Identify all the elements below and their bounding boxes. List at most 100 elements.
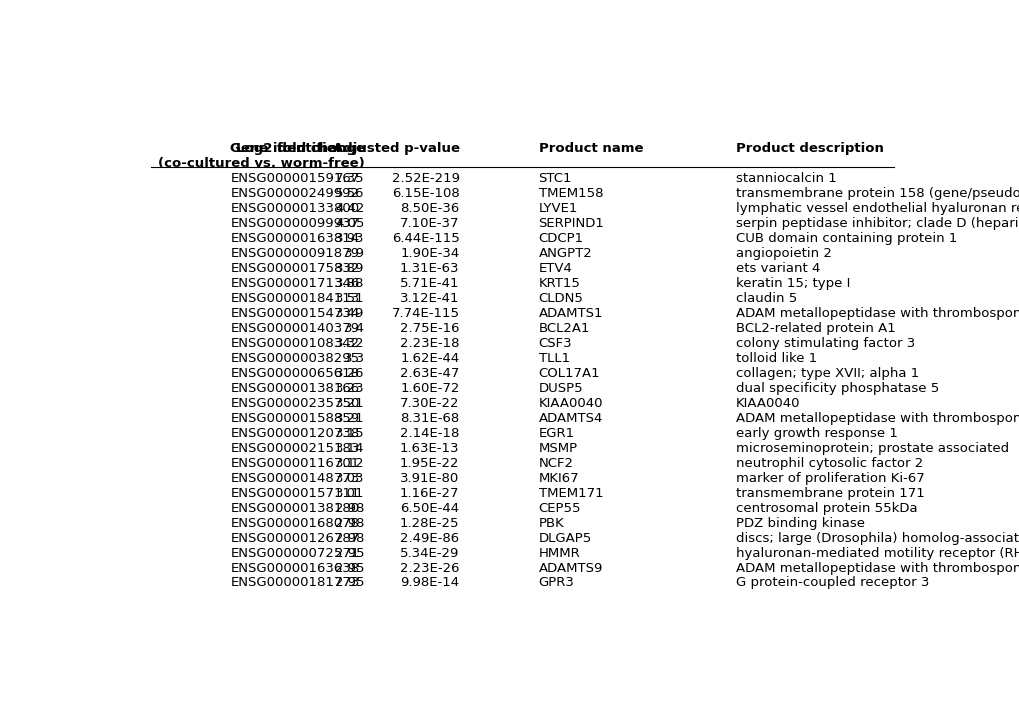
Text: ADAMTS9: ADAMTS9 bbox=[538, 562, 602, 575]
Text: 2.98: 2.98 bbox=[335, 531, 365, 544]
Text: ENSG00000108342: ENSG00000108342 bbox=[230, 337, 359, 350]
Text: Log2 fold change
(co-cultured vs. worm-free): Log2 fold change (co-cultured vs. worm-f… bbox=[158, 142, 365, 170]
Text: tolloid like 1: tolloid like 1 bbox=[736, 352, 816, 365]
Text: dual specificity phosphatase 5: dual specificity phosphatase 5 bbox=[736, 382, 938, 395]
Text: CSF3: CSF3 bbox=[538, 337, 572, 350]
Text: BCL2A1: BCL2A1 bbox=[538, 322, 589, 335]
Text: STC1: STC1 bbox=[538, 172, 572, 185]
Text: 2.98: 2.98 bbox=[335, 517, 365, 530]
Text: GPR3: GPR3 bbox=[538, 577, 574, 590]
Text: LYVE1: LYVE1 bbox=[538, 202, 578, 215]
Text: HMMR: HMMR bbox=[538, 546, 580, 559]
Text: stanniocalcin 1: stanniocalcin 1 bbox=[736, 172, 837, 185]
Text: NCF2: NCF2 bbox=[538, 456, 573, 469]
Text: 2.49E-86: 2.49E-86 bbox=[400, 531, 459, 544]
Text: ENSG00000168078: ENSG00000168078 bbox=[230, 517, 359, 530]
Text: 3.15: 3.15 bbox=[334, 427, 365, 440]
Text: 2.98: 2.98 bbox=[335, 502, 365, 515]
Text: ENSG00000126787: ENSG00000126787 bbox=[230, 531, 359, 544]
Text: ENSG00000235750: ENSG00000235750 bbox=[230, 397, 360, 410]
Text: ENSG00000154734: ENSG00000154734 bbox=[230, 307, 359, 320]
Text: ENSG00000116701: ENSG00000116701 bbox=[230, 456, 359, 469]
Text: ets variant 4: ets variant 4 bbox=[736, 262, 819, 275]
Text: 1.95E-22: 1.95E-22 bbox=[399, 456, 459, 469]
Text: ETV4: ETV4 bbox=[538, 262, 572, 275]
Text: ENSG00000175832: ENSG00000175832 bbox=[230, 262, 360, 275]
Text: 3.4: 3.4 bbox=[343, 322, 365, 335]
Text: Gene identifier: Gene identifier bbox=[230, 142, 342, 155]
Text: 3.03: 3.03 bbox=[335, 472, 365, 485]
Text: neutrophil cytosolic factor 2: neutrophil cytosolic factor 2 bbox=[736, 456, 922, 469]
Text: ANGPT2: ANGPT2 bbox=[538, 247, 592, 260]
Text: 5.56: 5.56 bbox=[335, 187, 365, 200]
Text: ADAM metallopeptidase with thrombospondin type 1 motif 1: ADAM metallopeptidase with thrombospondi… bbox=[736, 307, 1019, 320]
Text: 2.95: 2.95 bbox=[335, 546, 365, 559]
Text: 1.60E-72: 1.60E-72 bbox=[399, 382, 459, 395]
Text: CEP55: CEP55 bbox=[538, 502, 581, 515]
Text: 3.23: 3.23 bbox=[334, 382, 365, 395]
Text: marker of proliferation Ki-67: marker of proliferation Ki-67 bbox=[736, 472, 924, 485]
Text: ENSG00000157111: ENSG00000157111 bbox=[230, 487, 360, 500]
Text: 2.14E-18: 2.14E-18 bbox=[399, 427, 459, 440]
Text: 3.89: 3.89 bbox=[335, 262, 365, 275]
Text: keratin 15; type I: keratin 15; type I bbox=[736, 277, 850, 290]
Text: 5.34E-29: 5.34E-29 bbox=[399, 546, 459, 559]
Text: Adjusted p-value: Adjusted p-value bbox=[332, 142, 459, 155]
Text: 3.21: 3.21 bbox=[334, 397, 365, 410]
Text: ENSG00000133800: ENSG00000133800 bbox=[230, 202, 359, 215]
Text: 3.26: 3.26 bbox=[335, 367, 365, 380]
Text: 5.71E-41: 5.71E-41 bbox=[399, 277, 459, 290]
Text: PDZ binding kinase: PDZ binding kinase bbox=[736, 517, 864, 530]
Text: 3.91E-80: 3.91E-80 bbox=[399, 472, 459, 485]
Text: 6.44E-115: 6.44E-115 bbox=[391, 233, 459, 246]
Text: ADAMTS4: ADAMTS4 bbox=[538, 412, 602, 425]
Text: ENSG00000159167: ENSG00000159167 bbox=[230, 172, 359, 185]
Text: 6.50E-44: 6.50E-44 bbox=[400, 502, 459, 515]
Text: claudin 5: claudin 5 bbox=[736, 292, 797, 305]
Text: KIAA0040: KIAA0040 bbox=[736, 397, 800, 410]
Text: ENSG00000171346: ENSG00000171346 bbox=[230, 277, 359, 290]
Text: 8.50E-36: 8.50E-36 bbox=[399, 202, 459, 215]
Text: 2.63E-47: 2.63E-47 bbox=[399, 367, 459, 380]
Text: 7.30E-22: 7.30E-22 bbox=[399, 397, 459, 410]
Text: ENSG00000099937: ENSG00000099937 bbox=[230, 217, 359, 230]
Text: PBK: PBK bbox=[538, 517, 564, 530]
Text: G protein-coupled receptor 3: G protein-coupled receptor 3 bbox=[736, 577, 928, 590]
Text: ENSG00000138166: ENSG00000138166 bbox=[230, 382, 359, 395]
Text: ADAMTS1: ADAMTS1 bbox=[538, 307, 602, 320]
Text: 3.32: 3.32 bbox=[334, 337, 365, 350]
Text: 1.16E-27: 1.16E-27 bbox=[399, 487, 459, 500]
Text: SERPIND1: SERPIND1 bbox=[538, 217, 604, 230]
Text: ENSG00000184113: ENSG00000184113 bbox=[230, 292, 359, 305]
Text: discs; large (Drosophila) homolog-associated protein 5: discs; large (Drosophila) homolog-associ… bbox=[736, 531, 1019, 544]
Text: 6.15E-108: 6.15E-108 bbox=[391, 187, 459, 200]
Text: BCL2-related protein A1: BCL2-related protein A1 bbox=[736, 322, 895, 335]
Text: ENSG00000140379: ENSG00000140379 bbox=[230, 322, 359, 335]
Text: ENSG00000163638: ENSG00000163638 bbox=[230, 562, 359, 575]
Text: 1.62E-44: 1.62E-44 bbox=[399, 352, 459, 365]
Text: 7.74E-115: 7.74E-115 bbox=[391, 307, 459, 320]
Text: 3.12E-41: 3.12E-41 bbox=[399, 292, 459, 305]
Text: KIAA0040: KIAA0040 bbox=[538, 397, 602, 410]
Text: MSMP: MSMP bbox=[538, 442, 577, 455]
Text: transmembrane protein 171: transmembrane protein 171 bbox=[736, 487, 924, 500]
Text: CDCP1: CDCP1 bbox=[538, 233, 583, 246]
Text: 7.35: 7.35 bbox=[334, 172, 365, 185]
Text: 1.28E-25: 1.28E-25 bbox=[399, 517, 459, 530]
Text: ENSG00000138180: ENSG00000138180 bbox=[230, 502, 359, 515]
Text: 2.95: 2.95 bbox=[335, 577, 365, 590]
Text: ENSG00000163814: ENSG00000163814 bbox=[230, 233, 359, 246]
Text: transmembrane protein 158 (gene/pseudogene): transmembrane protein 158 (gene/pseudoge… bbox=[736, 187, 1019, 200]
Text: ENSG00000249992: ENSG00000249992 bbox=[230, 187, 359, 200]
Text: TLL1: TLL1 bbox=[538, 352, 570, 365]
Text: 3.51: 3.51 bbox=[334, 292, 365, 305]
Text: 4.42: 4.42 bbox=[335, 202, 365, 215]
Text: colony stimulating factor 3: colony stimulating factor 3 bbox=[736, 337, 914, 350]
Text: ADAM metallopeptidase with thrombospondin type 1 motif 4: ADAM metallopeptidase with thrombospondi… bbox=[736, 412, 1019, 425]
Text: 2.52E-219: 2.52E-219 bbox=[391, 172, 459, 185]
Text: early growth response 1: early growth response 1 bbox=[736, 427, 897, 440]
Text: 2.75E-16: 2.75E-16 bbox=[399, 322, 459, 335]
Text: ADAM metallopeptidase with thrombospondin type 1 motif 9: ADAM metallopeptidase with thrombospondi… bbox=[736, 562, 1019, 575]
Text: collagen; type XVII; alpha 1: collagen; type XVII; alpha 1 bbox=[736, 367, 918, 380]
Text: TMEM171: TMEM171 bbox=[538, 487, 602, 500]
